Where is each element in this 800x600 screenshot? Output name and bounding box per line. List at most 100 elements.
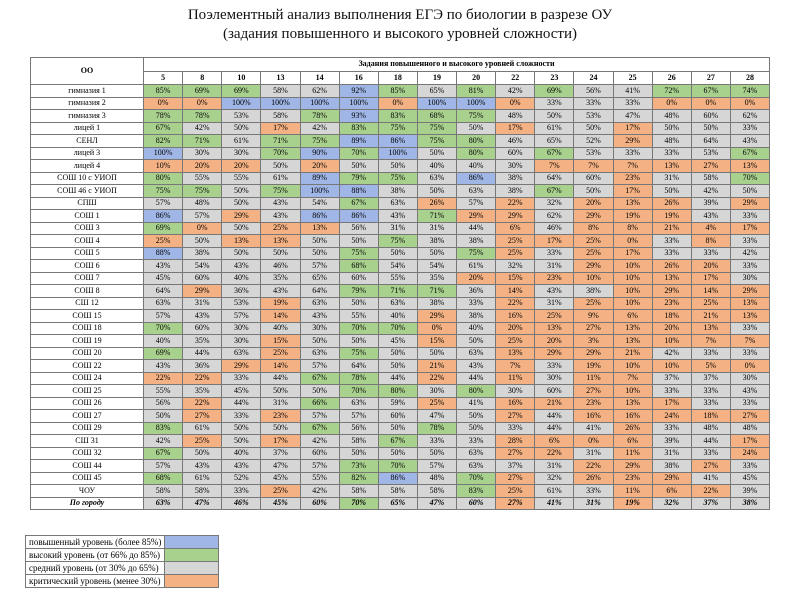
cell: 50% bbox=[299, 234, 340, 248]
cell: 21% bbox=[612, 346, 653, 360]
cell: 27% bbox=[495, 446, 536, 460]
cell: 26% bbox=[651, 259, 692, 273]
row: гимназия 1 85% 69% 69% 58% 62% 92% 85% 65% 81% 42%… bbox=[30, 84, 771, 98]
cell: 0% bbox=[690, 96, 731, 110]
cell: 86% bbox=[338, 209, 379, 223]
cell: 13% bbox=[260, 234, 301, 248]
cell: 43% bbox=[729, 384, 771, 398]
row: гимназия 2 0% 0% 100% 100% 100% 100% 0% 100% 100%… bbox=[30, 96, 771, 110]
legend: повышенный уровень (более 85%) высокий ур… bbox=[24, 535, 220, 588]
row: лицей 3 100% 30% 30% 70% 90% 70% 100% 50% 80% 60% 6… bbox=[30, 146, 771, 160]
cell: 45% bbox=[260, 496, 301, 510]
cell: 61% bbox=[221, 134, 262, 148]
cell: 42% bbox=[299, 484, 340, 498]
cell: 50% bbox=[260, 384, 301, 398]
cell: 44% bbox=[182, 346, 223, 360]
column-header: 18 bbox=[377, 70, 418, 85]
cell: 66% bbox=[299, 396, 340, 410]
cell: 75% bbox=[338, 346, 379, 360]
cell: 39% bbox=[729, 484, 771, 498]
column-header: 8 bbox=[182, 70, 223, 85]
cell: 61% bbox=[182, 421, 223, 435]
cell: 24% bbox=[729, 446, 771, 460]
cell: 71% bbox=[260, 134, 301, 148]
cell: 25% bbox=[416, 396, 458, 410]
cell: 43% bbox=[260, 284, 301, 298]
cell: 31% bbox=[416, 221, 458, 235]
cell: 70% bbox=[377, 459, 418, 473]
row: СОШ 20 69% 44% 63% 25% 63% 75% 50% 50% 63% 13% 29% 2… bbox=[30, 346, 771, 360]
cell: 42% bbox=[729, 246, 771, 260]
row: СШ 31 42% 25% 50% 17% 42% 58% 67% 33% 33% 28% 6% 0% 6… bbox=[30, 434, 771, 448]
cell: 33% bbox=[690, 446, 731, 460]
column-header: 27 bbox=[690, 70, 731, 85]
cell: 37% bbox=[651, 371, 692, 385]
cell: 48% bbox=[651, 109, 692, 123]
cell: 70% bbox=[338, 496, 379, 510]
cell: 25% bbox=[260, 346, 301, 360]
cell: 0% bbox=[573, 434, 614, 448]
cell: 13% bbox=[221, 234, 262, 248]
cell: 5% bbox=[690, 359, 731, 373]
column-header: 23 bbox=[534, 70, 575, 85]
cell: 75% bbox=[377, 171, 418, 185]
cell: 100% bbox=[221, 96, 262, 110]
cell: 7% bbox=[612, 371, 653, 385]
cell: 57% bbox=[299, 409, 340, 423]
cell: 50% bbox=[416, 184, 458, 198]
cell: 27% bbox=[495, 409, 536, 423]
row-name: СОШ 20 bbox=[30, 346, 144, 360]
cell: 0% bbox=[182, 96, 223, 110]
cell: 36% bbox=[221, 284, 262, 298]
cell: 60% bbox=[182, 271, 223, 285]
cell: 33% bbox=[534, 246, 575, 260]
cell: 75% bbox=[260, 184, 301, 198]
cell: 0% bbox=[729, 359, 771, 373]
cell: 4% bbox=[690, 221, 731, 235]
cell: 29% bbox=[455, 209, 497, 223]
cell: 33% bbox=[651, 246, 692, 260]
cell: 82% bbox=[338, 471, 379, 485]
cell: 19% bbox=[612, 209, 653, 223]
legend-swatch bbox=[164, 535, 220, 549]
row-name: СОШ 44 bbox=[30, 459, 144, 473]
cell: 80% bbox=[377, 384, 418, 398]
cell: 25% bbox=[573, 296, 614, 310]
cell: 50% bbox=[416, 346, 458, 360]
cell: 30% bbox=[495, 384, 536, 398]
cell: 43% bbox=[455, 359, 497, 373]
cell: 33% bbox=[690, 396, 731, 410]
legend-item: высокий уровень (от 66% до 85%) bbox=[24, 548, 220, 562]
cell: 22% bbox=[495, 196, 536, 210]
cell: 13% bbox=[612, 196, 653, 210]
cell: 15% bbox=[495, 271, 536, 285]
cell: 50% bbox=[338, 159, 379, 173]
cell: 40% bbox=[221, 271, 262, 285]
row: лицей 1 67% 42% 50% 17% 42% 83% 75% 75% 50% 17% 61%… bbox=[30, 121, 771, 135]
row: СОШ 25 55% 35% 45% 50% 50% 70% 80% 30% 80% 30% 60% 2… bbox=[30, 384, 771, 398]
legend-swatch bbox=[164, 548, 220, 562]
cell: 36% bbox=[182, 359, 223, 373]
cell: 100% bbox=[338, 96, 379, 110]
cell: 69% bbox=[534, 84, 575, 98]
cell: 16% bbox=[612, 409, 653, 423]
column-header: 26 bbox=[651, 70, 692, 85]
row-name: СОШ 8 bbox=[30, 284, 144, 298]
cell: 29% bbox=[729, 196, 771, 210]
cell: 90% bbox=[299, 146, 340, 160]
cell: 43% bbox=[221, 259, 262, 273]
cell: 0% bbox=[495, 96, 536, 110]
cell: 18% bbox=[690, 409, 731, 423]
cell: 17% bbox=[612, 246, 653, 260]
cell: 75% bbox=[377, 121, 418, 135]
cell: 43% bbox=[182, 309, 223, 323]
cell: 29% bbox=[573, 259, 614, 273]
cell: 58% bbox=[416, 484, 458, 498]
cell: 38% bbox=[495, 184, 536, 198]
row: СОШ 26 56% 22% 44% 31% 66% 63% 59% 25% 41% 16% 21% 2… bbox=[30, 396, 771, 410]
cell: 79% bbox=[338, 171, 379, 185]
cell: 10% bbox=[573, 271, 614, 285]
cell: 21% bbox=[651, 221, 692, 235]
row-name: лицей 4 bbox=[30, 159, 144, 173]
row: СОШ 44 57% 43% 43% 47% 57% 73% 70% 57% 63% 37% 31% 2… bbox=[30, 459, 771, 473]
